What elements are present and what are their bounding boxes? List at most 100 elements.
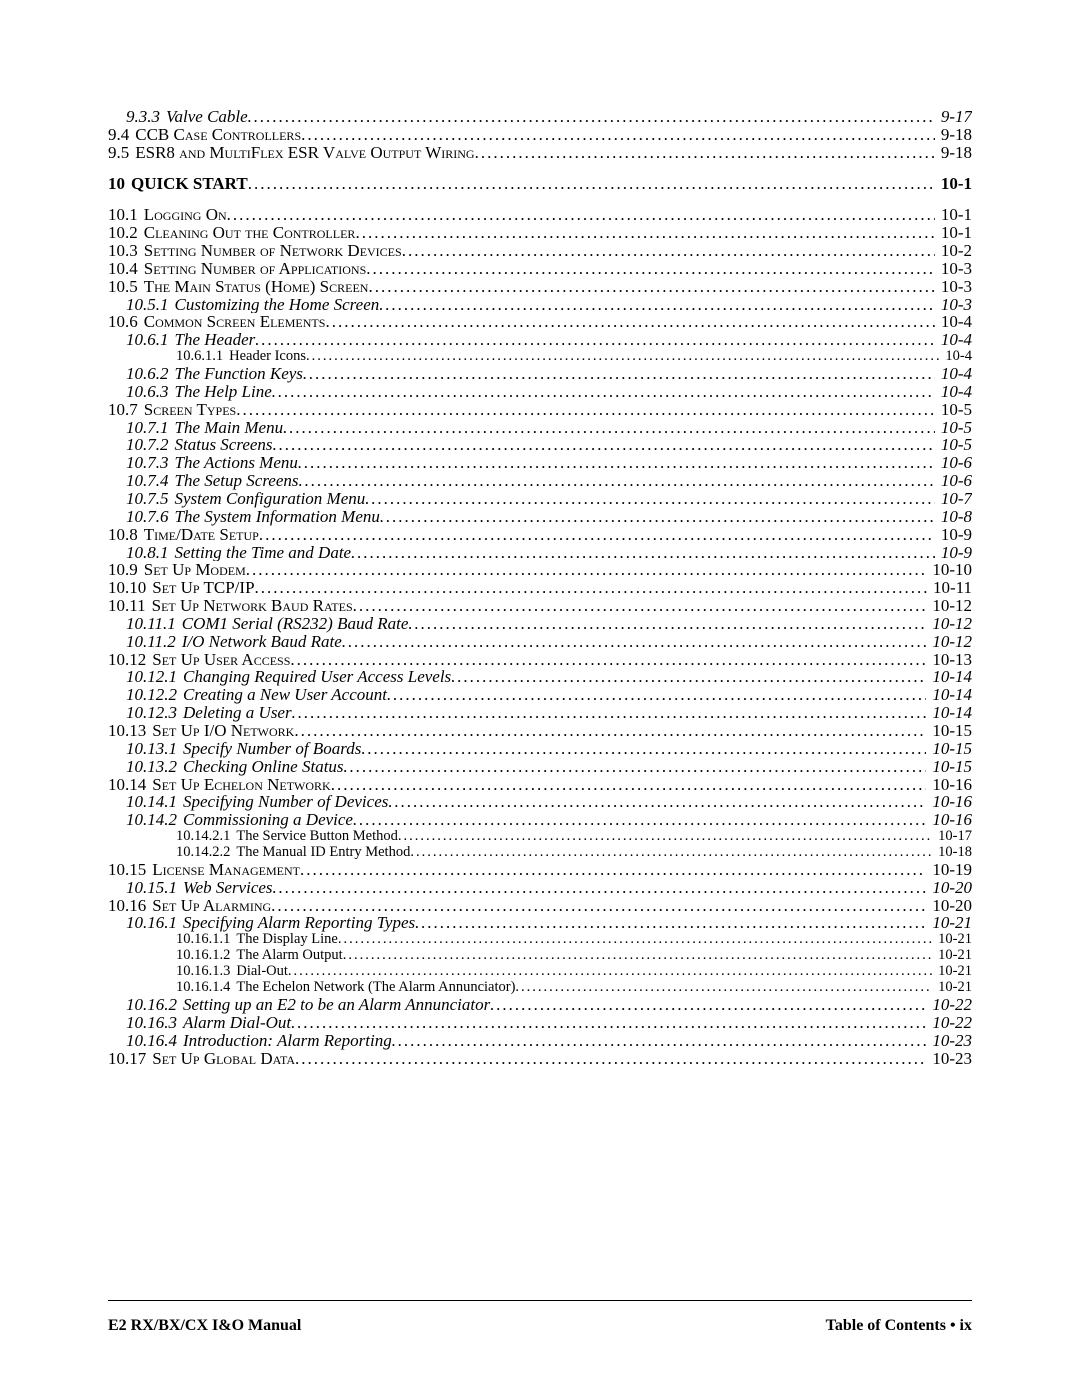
- toc-entry-number: 10.7.1: [126, 419, 175, 437]
- table-of-contents: 9.3.3Valve Cable........................…: [108, 108, 972, 1067]
- toc-entry: 10.11Set Up Network Baud Rates..........…: [108, 597, 972, 615]
- toc-leader: ........................................…: [365, 490, 935, 508]
- toc-entry-title: Set Up User Access: [152, 651, 290, 669]
- toc-entry-number: 10.16.4: [126, 1032, 183, 1050]
- toc-entry: 9.5ESR8 and MultiFlex ESR Valve Output W…: [108, 144, 972, 162]
- footer-right: Table of Contents • ix: [826, 1317, 972, 1335]
- toc-leader: ........................................…: [325, 313, 934, 331]
- toc-entry: 10.12.1Changing Required User Access Lev…: [108, 668, 972, 686]
- toc-entry-title: Customizing the Home Screen: [175, 296, 380, 314]
- toc-entry-page: 10-21: [932, 980, 972, 996]
- toc-leader: ........................................…: [515, 980, 932, 996]
- toc-entry: 10.3Setting Number of Network Devices...…: [108, 242, 972, 260]
- toc-leader: ........................................…: [355, 224, 934, 242]
- toc-entry: 10.14.1Specifying Number of Devices.....…: [108, 793, 972, 811]
- toc-entry-page: 10-13: [926, 651, 972, 669]
- toc-leader: ........................................…: [290, 651, 926, 669]
- page-footer: E2 RX/BX/CX I&O Manual Table of Contents…: [108, 1317, 972, 1335]
- toc-leader: ........................................…: [398, 829, 932, 845]
- toc-entry-page: 10-16: [926, 793, 972, 811]
- toc-entry-page: 10-2: [935, 242, 972, 260]
- toc-entry-page: 10-14: [926, 704, 972, 722]
- toc-entry-number: 10.5.1: [126, 296, 175, 314]
- toc-leader: ........................................…: [288, 964, 932, 980]
- toc-entry: 10.16.1.1The Display Line...............…: [108, 932, 972, 948]
- toc-entry-number: 10.12.1: [126, 668, 183, 686]
- toc-entry-number: 10.6: [108, 313, 144, 331]
- toc-entry-title: The Manual ID Entry Method: [236, 845, 410, 861]
- toc-leader: ........................................…: [248, 108, 935, 126]
- toc-entry-title: The Display Line: [236, 932, 337, 948]
- toc-entry: 10.6Common Screen Elements..............…: [108, 313, 972, 331]
- toc-entry-title: The Function Keys: [175, 365, 303, 383]
- toc-entry-title: Alarm Dial-Out: [183, 1014, 291, 1032]
- toc-leader: ........................................…: [248, 170, 935, 199]
- toc-entry: 10.16Set Up Alarming....................…: [108, 897, 972, 915]
- toc-entry-title: Set Up Echelon Network: [152, 776, 330, 794]
- toc-entry: 10.16.2Setting up an E2 to be an Alarm A…: [108, 996, 972, 1014]
- toc-entry-page: 10-15: [926, 758, 972, 776]
- toc-entry-title: The System Information Menu: [175, 508, 380, 526]
- toc-entry-page: 10-5: [935, 401, 972, 419]
- toc-leader: ........................................…: [255, 579, 927, 597]
- toc-leader: ........................................…: [387, 686, 926, 704]
- toc-entry-page: 10-17: [932, 829, 972, 845]
- toc-leader: ........................................…: [344, 758, 927, 776]
- toc-entry-title: Specify Number of Boards: [183, 740, 361, 758]
- toc-entry: 10.14Set Up Echelon Network.............…: [108, 776, 972, 794]
- toc-entry-page: 10-20: [926, 879, 972, 897]
- toc-entry-page: 9-18: [935, 126, 972, 144]
- toc-entry-number: 10.9: [108, 561, 144, 579]
- toc-entry-page: 10-3: [935, 260, 972, 278]
- toc-entry-page: 10-4: [935, 313, 972, 331]
- toc-entry-title: Set Up Global Data: [152, 1050, 295, 1068]
- toc-entry-title: The Header: [175, 331, 256, 349]
- toc-entry-title: Setting Number of Applications: [144, 260, 367, 278]
- toc-entry: 10.14.2Commissioning a Device...........…: [108, 811, 972, 829]
- toc-entry-number: 10.16.1: [126, 914, 183, 932]
- toc-entry-title: Web Services: [183, 879, 273, 897]
- toc-leader: ........................................…: [380, 508, 935, 526]
- toc-entry-number: 10.7.2: [126, 436, 175, 454]
- toc-leader: ........................................…: [306, 349, 939, 365]
- toc-entry-title: Setting the Time and Date: [175, 544, 352, 562]
- toc-entry-title: Changing Required User Access Levels: [183, 668, 451, 686]
- toc-entry: 10.8Time/Date Setup.....................…: [108, 526, 972, 544]
- toc-entry: 10.13Set Up I/O Network.................…: [108, 722, 972, 740]
- toc-entry-number: 10.17: [108, 1050, 152, 1068]
- toc-entry-title: Valve Cable: [166, 108, 248, 126]
- toc-entry-title: QUICK START: [131, 170, 248, 199]
- toc-entry-page: 10-16: [926, 776, 972, 794]
- toc-entry-page: 10-3: [935, 296, 972, 314]
- toc-entry-number: 9.3.3: [126, 108, 166, 126]
- toc-entry-page: 10-8: [935, 508, 972, 526]
- toc-leader: ........................................…: [273, 879, 927, 897]
- toc-entry-number: 10.15: [108, 861, 152, 879]
- toc-entry-number: 10.13: [108, 722, 152, 740]
- toc-entry-number: 10.6.1: [126, 331, 175, 349]
- toc-entry: 10.16.1.2The Alarm Output...............…: [108, 948, 972, 964]
- toc-entry-number: 10.15.1: [126, 879, 183, 897]
- toc-entry: 10.5The Main Status (Home) Screen.......…: [108, 278, 972, 296]
- toc-entry: 10.12.2Creating a New User Account......…: [108, 686, 972, 704]
- toc-entry-page: 10-14: [926, 668, 972, 686]
- toc-entry-number: 10: [108, 170, 131, 199]
- toc-entry: 10.16.3Alarm Dial-Out...................…: [108, 1014, 972, 1032]
- toc-entry-number: 10.6.3: [126, 383, 175, 401]
- toc-entry-page: 10-12: [926, 633, 972, 651]
- toc-entry: 10.6.2The Function Keys.................…: [108, 365, 972, 383]
- toc-entry-page: 9-17: [935, 108, 972, 126]
- toc-leader: ........................................…: [351, 544, 935, 562]
- toc-entry-title: Status Screens: [175, 436, 273, 454]
- toc-leader: ........................................…: [298, 454, 935, 472]
- toc-entry-page: 10-21: [932, 932, 972, 948]
- toc-leader: ........................................…: [255, 331, 935, 349]
- toc-entry-page: 10-22: [926, 1014, 972, 1032]
- toc-entry-title: License Management: [152, 861, 300, 879]
- toc-leader: ........................................…: [259, 526, 935, 544]
- toc-entry-page: 10-15: [926, 740, 972, 758]
- toc-entry-title: Screen Types: [144, 401, 236, 419]
- toc-entry-title: Commissioning a Device: [183, 811, 353, 829]
- toc-entry: 10.11.2I/O Network Baud Rate............…: [108, 633, 972, 651]
- toc-entry-page: 10-12: [926, 615, 972, 633]
